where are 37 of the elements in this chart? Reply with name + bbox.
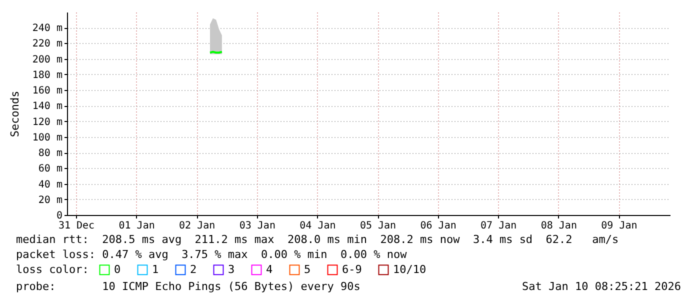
- legend-label: 3: [228, 262, 235, 276]
- x-tick-label: 02 Jan: [179, 220, 216, 232]
- text: probe: 10 ICMP Echo Pings (56 Bytes) every 90s: [16, 280, 360, 294]
- y-tick-label: 60 m: [38, 164, 62, 175]
- y-tick-label: 200 m: [32, 54, 62, 66]
- legend-title: loss color:: [16, 263, 89, 276]
- x-tick-label: 07 Jan: [480, 220, 517, 232]
- y-tick-label: 180 m: [32, 70, 62, 81]
- legend-label: 6-9: [342, 262, 362, 276]
- y-tick-label: 0: [56, 210, 62, 222]
- x-tick-label: 09 Jan: [601, 220, 638, 232]
- legend-label: 1: [152, 262, 159, 276]
- x-tick-label: 03 Jan: [239, 220, 276, 232]
- text: packet loss: 0.47 % avg 3.75 % max 0.00 % min 0.00 % now: [16, 248, 407, 262]
- y-tick-label: 80 m: [38, 148, 62, 160]
- y-tick-label: 160 m: [32, 86, 62, 97]
- legend-label: 10/10: [393, 262, 426, 276]
- y-tick-label: 100 m: [32, 132, 62, 144]
- x-tick-label: 08 Jan: [540, 220, 577, 232]
- y-tick-label: 240 m: [32, 23, 62, 34]
- y-tick-label: 120 m: [32, 116, 62, 128]
- text: median rtt: 208.5 ms avg 211.2 ms max 208.0 ms min 208.2 ms now 3.4 ms sd 62.2 am/s: [16, 233, 619, 247]
- y-tick-label: 40 m: [38, 179, 62, 190]
- text: Sat Jan 10 08:25:21 2026: [522, 280, 681, 294]
- x-tick-label: 01 Jan: [118, 220, 155, 232]
- y-tick-label: 20 m: [38, 194, 62, 206]
- legend-label: 4: [266, 262, 273, 276]
- x-tick-label: 04 Jan: [300, 220, 336, 232]
- x-tick-label: 06 Jan: [420, 220, 456, 232]
- y-axis-title: Seconds: [8, 90, 22, 138]
- legend-label: 5: [304, 262, 311, 276]
- legend-label: 2: [190, 262, 197, 276]
- y-tick-label: 220 m: [32, 38, 62, 50]
- y-tick-label: 140 m: [32, 101, 62, 112]
- legend-label: 0: [114, 262, 121, 276]
- x-tick-label: 05 Jan: [360, 220, 396, 232]
- x-tick-label: 31 Dec: [58, 220, 95, 232]
